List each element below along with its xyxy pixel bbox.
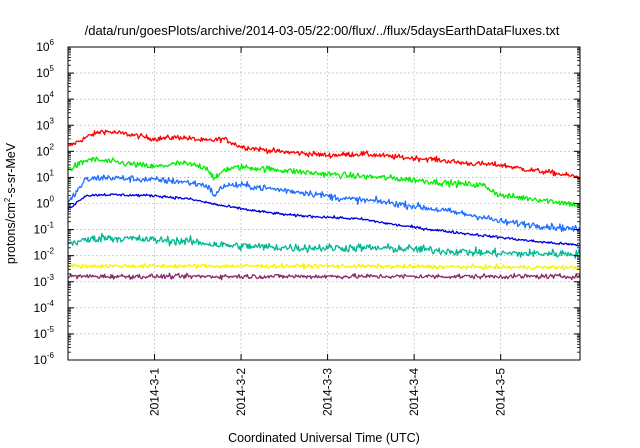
y-tick-label: 106: [36, 38, 54, 54]
y-tick-label: 100: [36, 195, 54, 211]
y-tick-label: 10-4: [34, 299, 55, 315]
x-tick-label: 2014-3-3: [321, 368, 335, 416]
y-tick-label: 102: [36, 142, 54, 158]
x-tick-label: 2014-3-1: [148, 368, 162, 416]
x-tick-label: 2014-3-4: [407, 368, 421, 416]
series-line-7: [67, 272, 581, 281]
y-tick-label: 103: [36, 116, 54, 132]
series-line-3: [67, 174, 581, 233]
x-axis-ticks: 2014-3-1 2014-3-2 2014-3-3 2014-3-4 2014-3-5: [148, 47, 508, 416]
y-tick-label: 105: [36, 64, 54, 80]
y-tick-label: 104: [36, 90, 54, 106]
y-tick-label: 10-5: [34, 325, 55, 341]
series-line-1: [67, 129, 581, 180]
y-axis-label-suffix: -s-sr-MeV: [4, 142, 18, 198]
chart-title: /data/run/goesPlots/archive/2014-03-05/2…: [85, 23, 560, 38]
series-line-5: [67, 232, 581, 259]
y-axis-label-prefix: protons/cm: [4, 202, 18, 264]
y-axis-label: protons/cm2-s-sr-MeV: [3, 142, 18, 264]
y-tick-label: 10-1: [34, 221, 55, 237]
grid: [68, 47, 580, 360]
x-axis-label: Coordinated Universal Time (UTC): [228, 431, 420, 445]
x-tick-label: 2014-3-2: [234, 368, 248, 416]
series-line-6: [67, 262, 581, 271]
y-tick-label: 10-6: [34, 351, 55, 367]
series-group: [67, 129, 581, 281]
y-axis-label-sup: 2: [3, 197, 12, 202]
y-tick-label: 101: [36, 168, 54, 184]
plot-frame: [67, 46, 581, 361]
y-tick-label: 10-3: [34, 273, 55, 289]
y-tick-label: 10-2: [34, 247, 55, 263]
series-line-2: [67, 156, 581, 208]
y-axis-ticks: 10-6 10-5 10-4 10-3 10-2 10-1 100 101 102 103 104 1…: [34, 38, 580, 367]
x-tick-label: 2014-3-5: [494, 368, 508, 416]
series-line-4: [67, 193, 581, 247]
